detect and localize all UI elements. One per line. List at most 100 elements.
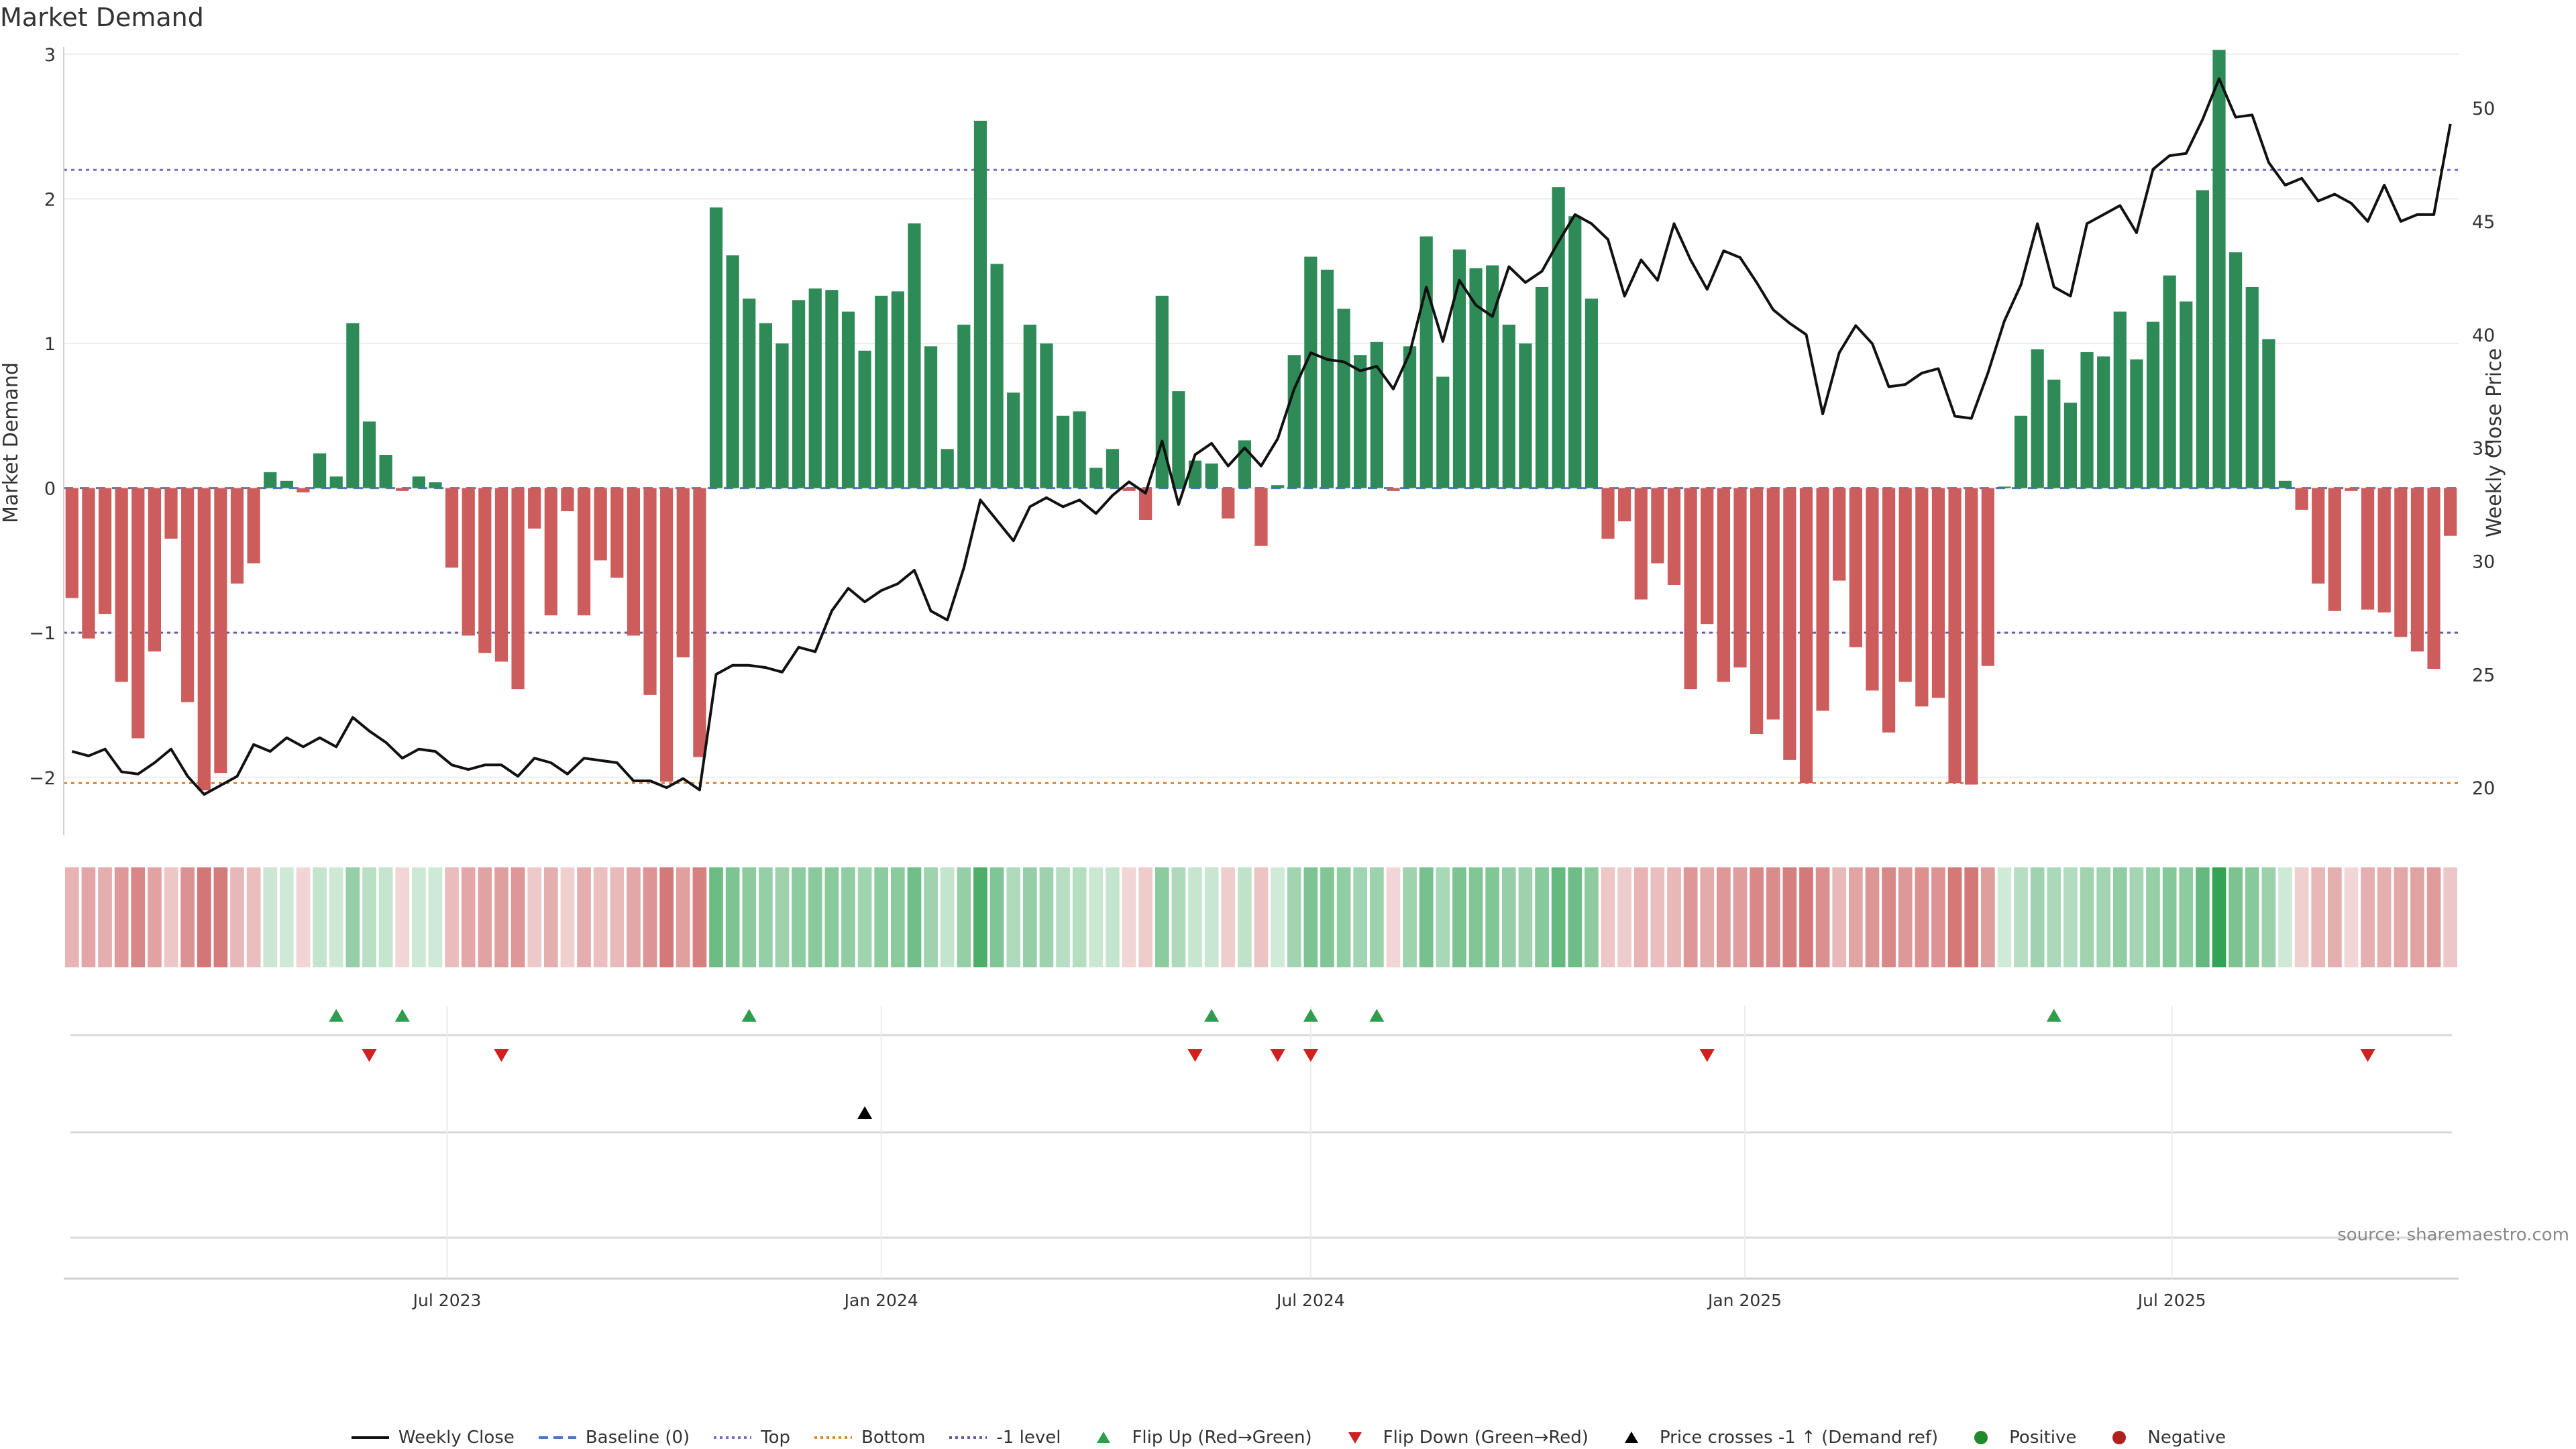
heat-cell <box>2162 867 2177 967</box>
heat-cell <box>1568 867 1582 967</box>
heat-cell <box>2096 867 2110 967</box>
demand-bar <box>412 476 425 488</box>
demand-bar <box>1106 449 1120 488</box>
y-tick-label: −1 <box>29 623 56 644</box>
heat-cell <box>1419 867 1434 967</box>
legend-swatch-icon <box>351 1436 389 1439</box>
heat-cell <box>148 867 162 967</box>
heat-cell <box>511 867 525 967</box>
demand-bar <box>841 311 855 488</box>
legend-label: Bottom <box>861 1428 926 1448</box>
heat-cell <box>1436 867 1450 967</box>
demand-bar <box>247 488 260 564</box>
demand-bar <box>2080 352 2094 488</box>
heat-cell <box>643 867 657 967</box>
demand-bar <box>528 488 541 529</box>
heat-cell <box>2080 867 2094 967</box>
legend-item: Positive <box>1961 1428 2076 1448</box>
demand-bar <box>98 488 112 614</box>
demand-bar <box>329 476 343 488</box>
demand-bar <box>230 488 244 584</box>
heat-cell <box>213 867 228 967</box>
heat-cell <box>989 867 1004 967</box>
heat-cell <box>940 867 955 967</box>
heat-cell <box>1882 867 1896 967</box>
demand-bar <box>1007 392 1020 488</box>
demand-bar <box>1667 488 1681 586</box>
heat-cell <box>1238 867 1252 967</box>
heat-cell <box>1303 867 1318 967</box>
x-axis: Jul 2023 Jan 2024 Jul 2024 Jan 2025 Jul 2025 <box>412 1291 2206 1310</box>
demand-bar <box>1122 488 1136 491</box>
demand-bar <box>2328 488 2341 611</box>
demand-bar <box>1089 468 1103 488</box>
y2-tick-label: 20 <box>2472 778 2495 799</box>
y-tick-label: 2 <box>44 189 56 210</box>
demand-bar <box>743 299 756 488</box>
demand-bar <box>1651 488 1664 564</box>
x-tick-label: Jan 2024 <box>843 1291 918 1310</box>
heat-cell <box>1601 867 1615 967</box>
demand-bar <box>1965 488 1978 785</box>
demand-bar <box>1981 488 1994 666</box>
demand-bar <box>115 488 128 682</box>
demand-bar <box>2444 488 2457 536</box>
demand-bar <box>379 454 392 488</box>
demand-bar <box>1799 488 1813 784</box>
demand-bar <box>1436 376 1450 488</box>
y-tick-label: −2 <box>29 768 56 789</box>
demand-bar <box>280 480 293 488</box>
heat-cell <box>1089 867 1104 967</box>
demand-bar <box>264 472 277 488</box>
y2-tick-label: 50 <box>2472 99 2495 119</box>
demand-bar <box>973 120 987 488</box>
heat-cell <box>1898 867 1913 967</box>
heat-cell <box>2426 867 2441 967</box>
heat-cell <box>692 867 707 967</box>
legend-swatch-icon <box>1348 1432 1362 1444</box>
heat-cell <box>329 867 343 967</box>
demand-bar <box>1354 355 1367 488</box>
demand-bar <box>858 350 871 488</box>
heat-cell <box>2261 867 2276 967</box>
demand-bar <box>941 449 954 488</box>
legend-circle-icon <box>2112 1431 2127 1444</box>
heat-cell <box>2443 867 2458 967</box>
heat-cell <box>1271 867 1285 967</box>
heat-cell <box>2361 867 2375 967</box>
heat-cell <box>957 867 971 967</box>
demand-bar <box>1519 343 1532 488</box>
flip-up-marker <box>394 1009 410 1022</box>
x-tick-label: Jan 2025 <box>1707 1291 1782 1310</box>
y2-axis-label: Weekly Close Price <box>2483 348 2506 537</box>
demand-bar <box>131 488 145 739</box>
heat-cell <box>1947 867 1962 967</box>
heat-cell <box>759 867 773 967</box>
demand-bar <box>709 207 723 488</box>
demand-bar <box>2394 488 2408 637</box>
demand-bar <box>2410 488 2424 652</box>
demand-bar <box>1684 488 1697 690</box>
heat-cell <box>543 867 558 967</box>
demand-bar <box>1948 488 1962 784</box>
demand-bar <box>346 323 360 488</box>
heat-cell <box>1551 867 1566 967</box>
demand-bar <box>494 488 508 662</box>
demand-bar <box>610 488 624 578</box>
heat-cell <box>2294 867 2309 967</box>
demand-bar <box>2097 356 2110 488</box>
heat-cell <box>725 867 740 967</box>
heat-cell <box>445 867 459 967</box>
demand-bar <box>825 290 839 488</box>
demand-bar <box>2312 488 2325 584</box>
y-axis-right: 20 25 30 35 40 45 50 <box>2472 99 2495 799</box>
demand-bar <box>2345 488 2358 491</box>
heat-cell <box>1733 867 1748 967</box>
demand-bar <box>1155 295 1169 488</box>
heat-cell <box>560 867 575 967</box>
demand-bar <box>1552 187 1565 488</box>
heat-cell <box>2014 867 2028 967</box>
demand-bar <box>808 288 822 488</box>
legend-swatch-icon <box>814 1436 853 1439</box>
